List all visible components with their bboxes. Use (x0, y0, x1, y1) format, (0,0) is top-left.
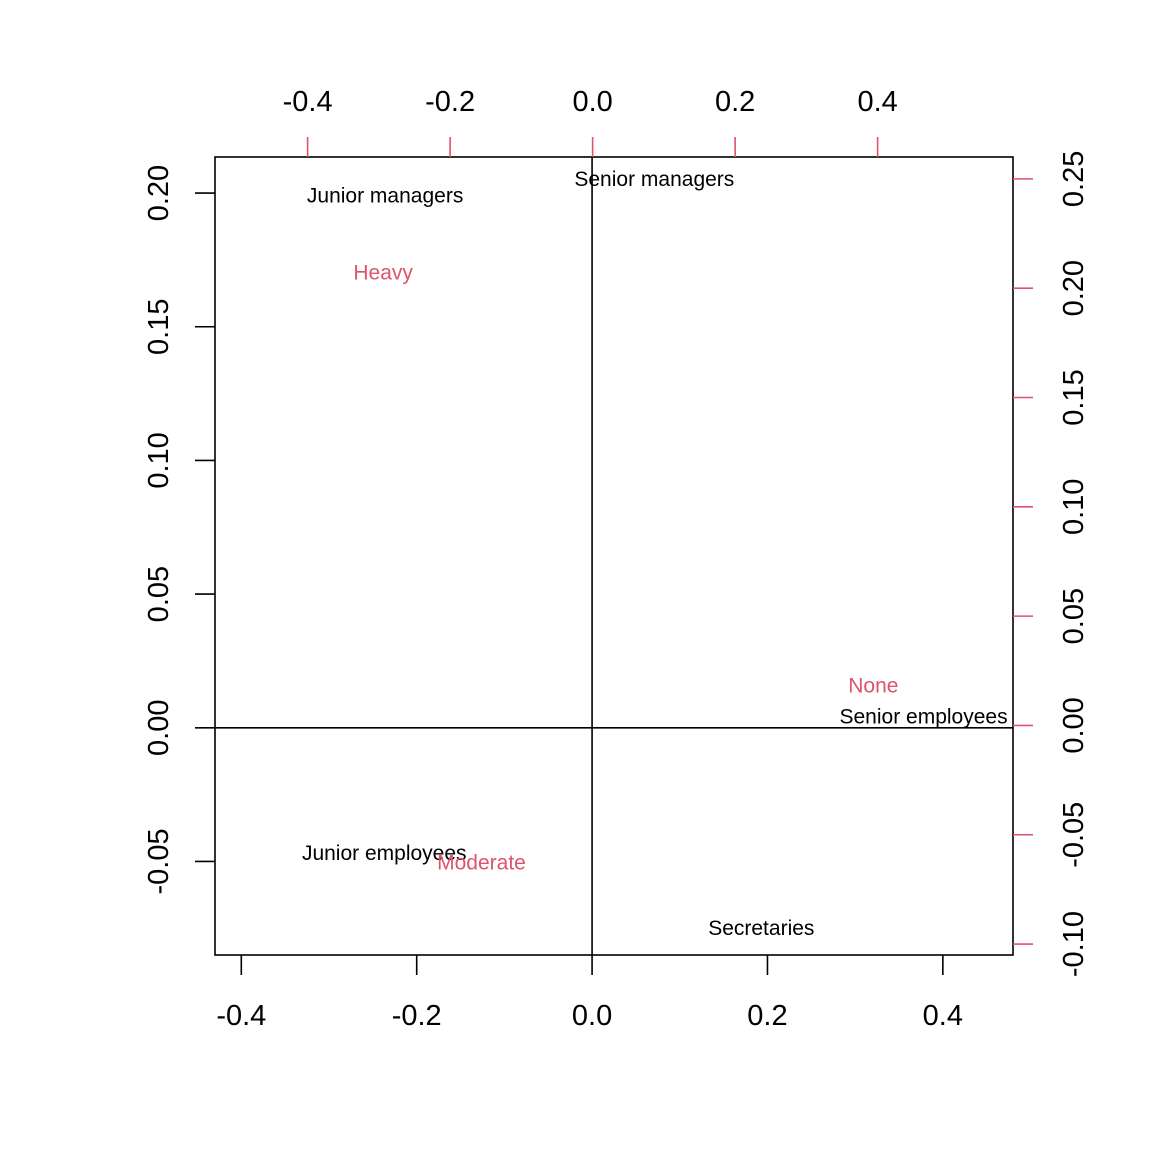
column-point-label: Heavy (353, 261, 413, 284)
bottom-axis-tick-label: -0.4 (216, 1000, 266, 1032)
top-axis-tick-label: 0.0 (572, 86, 612, 118)
axes-layer: -0.4 -0.2 0.0 0.2 0.4 -0.05 0.00 0.05 0.10 0.15 0.… (143, 86, 1090, 1032)
column-point-label: Moderate (437, 852, 526, 875)
right-axis-tick-label: 0.05 (1058, 588, 1090, 644)
top-axis-tick-label: -0.2 (425, 86, 475, 118)
left-axis-tick-label: 0.10 (143, 432, 175, 488)
right-axis-tick-label: 0.20 (1058, 260, 1090, 316)
top-axis-tick-label: 0.4 (857, 86, 897, 118)
left-axis-tick-label: 0.15 (143, 299, 175, 355)
right-axis-tick-label: -0.10 (1058, 911, 1090, 977)
top-axis-tick-label: 0.2 (715, 86, 755, 118)
row-point-label: Junior employees (302, 842, 467, 865)
row-point-label: Senior employees (840, 706, 1008, 729)
right-axis-tick-label: 0.10 (1058, 479, 1090, 535)
left-axis-tick-label: 0.05 (143, 566, 175, 622)
row-point-label: Senior managers (574, 168, 734, 191)
column-point-label: None (848, 675, 898, 698)
left-axis-tick-label: -0.05 (143, 828, 175, 894)
bottom-axis-tick-label: 0.4 (923, 1000, 963, 1032)
row-point-label: Secretaries (708, 917, 814, 940)
right-axis-tick-label: -0.05 (1058, 802, 1090, 868)
bottom-axis-tick-label: 0.2 (747, 1000, 787, 1032)
right-axis-tick-label: 0.25 (1058, 151, 1090, 207)
bottom-axis-tick-label: -0.2 (392, 1000, 442, 1032)
right-axis-tick-label: 0.15 (1058, 369, 1090, 425)
top-axis-tick-label: -0.4 (283, 86, 333, 118)
left-axis-tick-label: 0.00 (143, 700, 175, 756)
plot-frame (214, 156, 1014, 956)
row-point-label: Junior managers (307, 184, 463, 207)
right-axis-tick-label: 0.00 (1058, 697, 1090, 753)
point-labels-layer: Senior managers Junior managers Senior emp… (302, 168, 1008, 940)
left-axis-tick-label: 0.20 (143, 165, 175, 221)
bottom-axis-tick-label: 0.0 (572, 1000, 612, 1032)
